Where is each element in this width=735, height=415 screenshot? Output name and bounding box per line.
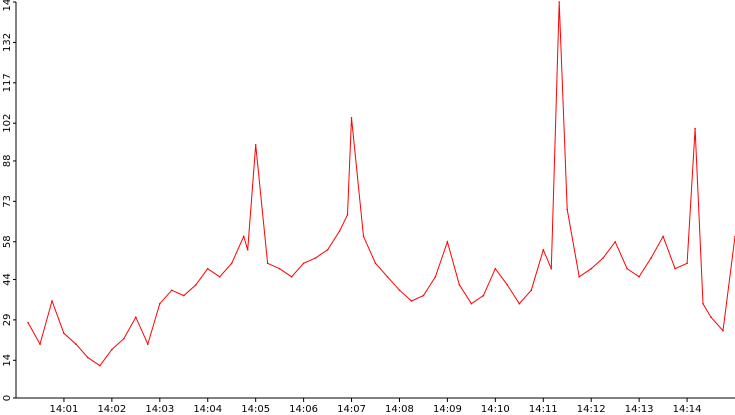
x-tick-label: 14:10 <box>481 404 510 415</box>
x-tick-label: 14:14 <box>673 404 702 415</box>
data-point <box>159 302 161 305</box>
data-point <box>135 316 137 319</box>
data-point <box>482 294 485 297</box>
data-point <box>458 284 461 286</box>
data-point <box>230 262 233 265</box>
data-point <box>506 284 509 286</box>
y-tick-label: 14 <box>2 354 13 367</box>
y-tick-label: 117 <box>2 73 13 92</box>
data-point <box>470 302 473 305</box>
data-point <box>694 127 696 130</box>
data-point <box>386 276 389 278</box>
data-point <box>338 230 341 232</box>
x-tick-label: 14:09 <box>433 404 462 415</box>
data-point <box>578 276 580 278</box>
y-tick-label: 29 <box>2 314 13 327</box>
data-point <box>686 262 688 265</box>
y-tick-label: 132 <box>2 33 13 52</box>
data-point <box>374 262 377 265</box>
data-point <box>542 249 545 251</box>
data-point <box>518 302 521 305</box>
x-tick-label: 14:11 <box>529 404 558 415</box>
data-point <box>195 284 197 286</box>
data-point <box>206 267 209 270</box>
data-point <box>362 235 365 238</box>
y-axis: 0 14 29 44 58 73 88 102 117 132 147 <box>2 0 17 401</box>
data-point <box>674 267 676 270</box>
data-point <box>326 249 329 251</box>
y-tick-label: 44 <box>2 273 13 286</box>
data-point <box>302 262 305 265</box>
data-point <box>702 302 704 305</box>
x-tick-label: 14:08 <box>385 404 414 415</box>
data-point <box>350 117 353 119</box>
data-point <box>626 267 628 270</box>
series-group <box>27 1 735 367</box>
data-point <box>183 294 185 297</box>
x-tick-label: 14:04 <box>193 404 222 415</box>
x-tick-label: 14:03 <box>145 404 174 415</box>
data-point <box>602 257 604 259</box>
data-point <box>722 329 724 332</box>
y-tick-label: 58 <box>2 235 13 248</box>
data-point <box>446 241 449 243</box>
data-point <box>27 321 29 324</box>
data-point <box>87 356 89 359</box>
y-tick-label: 88 <box>2 155 13 168</box>
data-point <box>51 300 53 302</box>
data-point <box>398 289 401 292</box>
data-point <box>590 267 592 270</box>
data-point <box>662 235 664 238</box>
data-point <box>550 267 553 270</box>
x-tick-label: 14:01 <box>50 404 79 415</box>
data-point <box>710 316 712 319</box>
data-point <box>39 343 41 345</box>
x-tick-label: 14:12 <box>577 404 606 415</box>
data-point <box>111 348 113 351</box>
x-tick-label: 14:07 <box>337 404 366 415</box>
x-tick-label: 14:06 <box>289 404 318 415</box>
y-tick-label: 73 <box>2 195 13 208</box>
series-line-0 <box>27 1 735 367</box>
data-point <box>171 289 173 292</box>
x-tick-label: 14:13 <box>625 404 654 415</box>
data-point <box>246 249 249 251</box>
data-point <box>254 144 257 146</box>
data-point <box>558 1 560 3</box>
data-point <box>650 257 652 259</box>
data-point <box>99 364 101 367</box>
y-tick-label: 102 <box>2 114 13 133</box>
x-tick-label: 14:05 <box>241 404 270 415</box>
data-point <box>314 257 317 259</box>
y-tick-label: 0 <box>2 395 13 401</box>
data-point <box>410 300 413 302</box>
y-tick-label: 147 <box>2 0 13 12</box>
data-point <box>530 289 533 292</box>
data-point <box>290 276 293 278</box>
data-point <box>266 262 269 265</box>
x-axis: 14:01 14:02 14:03 14:04 14:05 14:06 14:07 14:08… <box>16 397 735 415</box>
data-point <box>434 276 437 278</box>
x-tick-label: 14:02 <box>97 404 126 415</box>
data-point <box>242 235 245 238</box>
data-point <box>494 267 497 270</box>
data-point <box>147 343 149 345</box>
data-point <box>278 267 281 270</box>
data-point <box>123 337 125 340</box>
data-point <box>566 208 568 211</box>
data-point <box>422 294 425 297</box>
data-point <box>63 332 65 335</box>
data-point <box>346 214 349 216</box>
data-point <box>638 276 640 278</box>
data-point <box>218 276 221 278</box>
data-point <box>614 241 616 243</box>
data-point <box>75 343 77 345</box>
